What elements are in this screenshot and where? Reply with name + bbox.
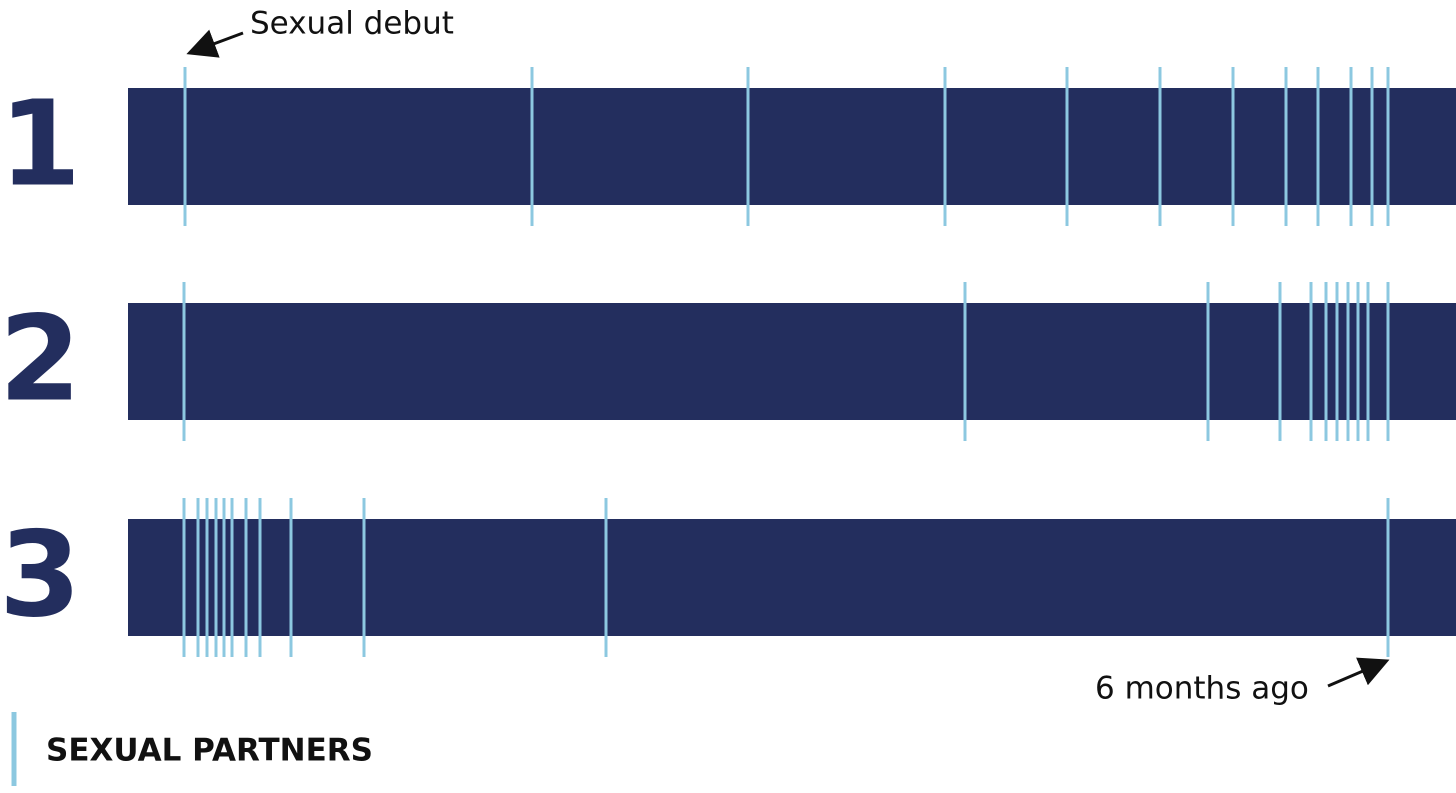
timeline-bar [128, 519, 1456, 636]
end-annotation: 6 months ago [1095, 671, 1309, 707]
timeline-bar [128, 303, 1456, 420]
timeline-bar [128, 88, 1456, 205]
row-label: 1 [0, 75, 81, 213]
row-label: 2 [0, 290, 81, 428]
legend-label: SEXUAL PARTNERS [46, 733, 373, 769]
row-label: 3 [0, 506, 81, 644]
start-annotation: Sexual debut [250, 6, 454, 42]
start-arrow [186, 29, 244, 58]
end-arrow [1327, 657, 1390, 688]
